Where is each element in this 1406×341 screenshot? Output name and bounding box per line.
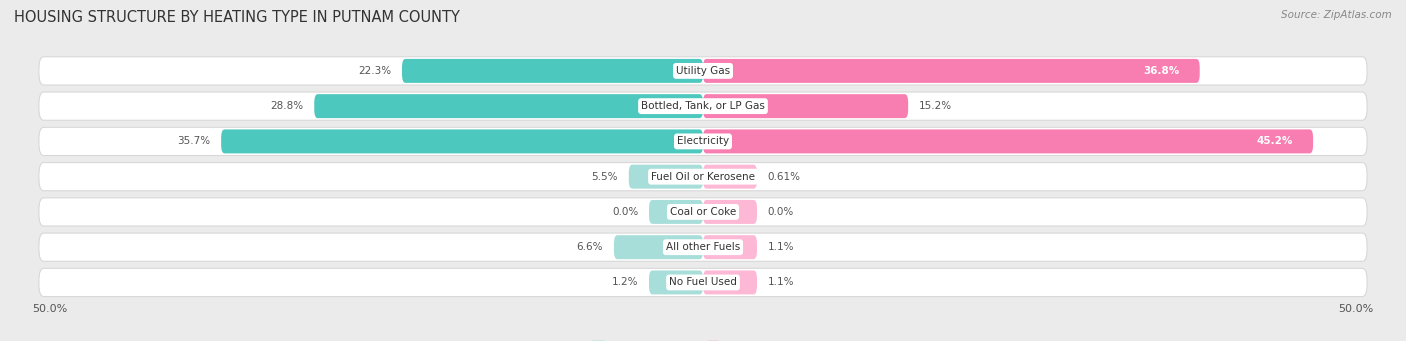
FancyBboxPatch shape [628, 165, 703, 189]
FancyBboxPatch shape [221, 130, 703, 153]
Text: 6.6%: 6.6% [576, 242, 603, 252]
FancyBboxPatch shape [614, 235, 703, 259]
FancyBboxPatch shape [650, 270, 703, 294]
FancyBboxPatch shape [703, 130, 1313, 153]
FancyBboxPatch shape [39, 233, 1367, 261]
Text: 1.2%: 1.2% [612, 278, 638, 287]
FancyBboxPatch shape [703, 270, 756, 294]
FancyBboxPatch shape [402, 59, 703, 83]
Text: Bottled, Tank, or LP Gas: Bottled, Tank, or LP Gas [641, 101, 765, 111]
Text: 50.0%: 50.0% [32, 303, 67, 314]
Text: No Fuel Used: No Fuel Used [669, 278, 737, 287]
FancyBboxPatch shape [703, 59, 1199, 83]
Text: 0.0%: 0.0% [768, 207, 794, 217]
Text: Utility Gas: Utility Gas [676, 66, 730, 76]
FancyBboxPatch shape [39, 127, 1367, 155]
Text: Electricity: Electricity [676, 136, 730, 146]
Text: 1.1%: 1.1% [768, 242, 794, 252]
FancyBboxPatch shape [650, 200, 703, 224]
Text: 5.5%: 5.5% [592, 172, 619, 182]
FancyBboxPatch shape [39, 57, 1367, 85]
FancyBboxPatch shape [703, 235, 756, 259]
Text: Coal or Coke: Coal or Coke [669, 207, 737, 217]
FancyBboxPatch shape [315, 94, 703, 118]
Text: 35.7%: 35.7% [177, 136, 211, 146]
FancyBboxPatch shape [39, 163, 1367, 191]
Text: HOUSING STRUCTURE BY HEATING TYPE IN PUTNAM COUNTY: HOUSING STRUCTURE BY HEATING TYPE IN PUT… [14, 10, 460, 25]
Text: 22.3%: 22.3% [359, 66, 391, 76]
Text: 1.1%: 1.1% [768, 278, 794, 287]
Text: 15.2%: 15.2% [920, 101, 952, 111]
Text: 28.8%: 28.8% [270, 101, 304, 111]
FancyBboxPatch shape [703, 94, 908, 118]
FancyBboxPatch shape [39, 92, 1367, 120]
Text: Fuel Oil or Kerosene: Fuel Oil or Kerosene [651, 172, 755, 182]
FancyBboxPatch shape [39, 198, 1367, 226]
FancyBboxPatch shape [703, 165, 756, 189]
FancyBboxPatch shape [39, 268, 1367, 297]
Text: 0.61%: 0.61% [768, 172, 801, 182]
Text: 45.2%: 45.2% [1257, 136, 1294, 146]
Text: 0.0%: 0.0% [612, 207, 638, 217]
Text: All other Fuels: All other Fuels [666, 242, 740, 252]
FancyBboxPatch shape [703, 200, 756, 224]
Text: Source: ZipAtlas.com: Source: ZipAtlas.com [1281, 10, 1392, 20]
Text: 36.8%: 36.8% [1143, 66, 1180, 76]
Text: 50.0%: 50.0% [1339, 303, 1374, 314]
